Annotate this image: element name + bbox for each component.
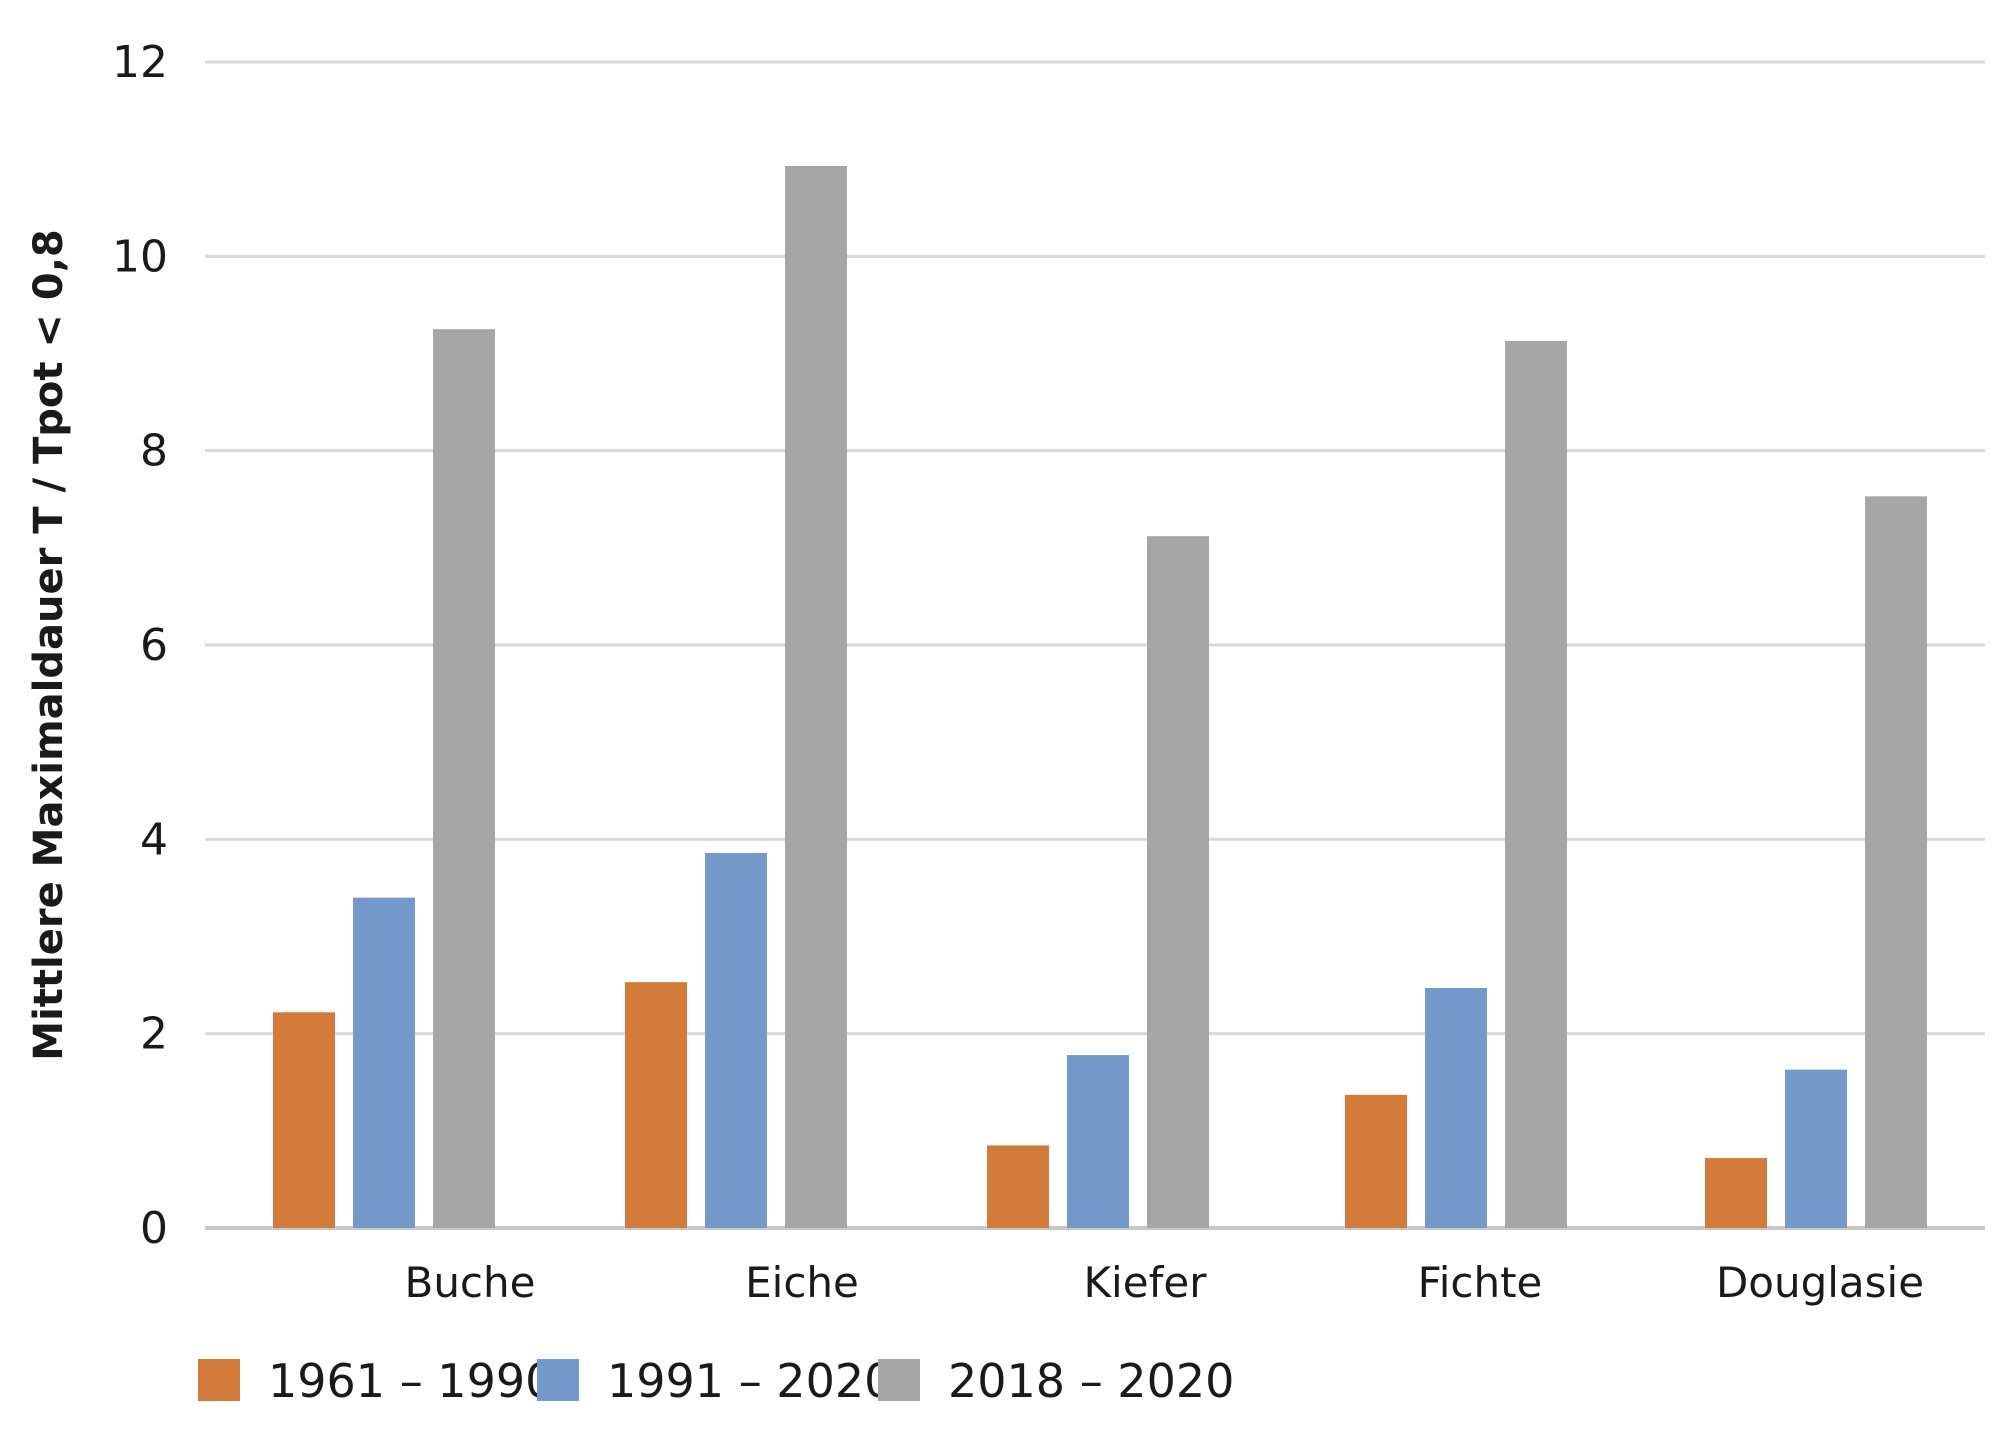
- category-label-kiefer: Kiefer: [1084, 1258, 1208, 1307]
- legend-swatch-1: [198, 1359, 240, 1401]
- legend-label-2: 1991 – 2020: [607, 1354, 893, 1408]
- bar-eiche-series-1: [625, 982, 687, 1228]
- legend-swatch-3: [878, 1359, 920, 1401]
- category-label-douglasie: Douglasie: [1716, 1258, 1924, 1307]
- bar-buche-series-1: [273, 1012, 335, 1228]
- bar-eiche-series-2: [705, 852, 767, 1228]
- y-tick-label: 8: [140, 426, 168, 477]
- gridlines: [205, 60, 1985, 1230]
- legend-swatch-2: [537, 1359, 579, 1401]
- y-tick-label: 0: [140, 1203, 168, 1254]
- legend: 1961 – 1990 1991 – 2020 2018 – 2020: [198, 1354, 1234, 1408]
- y-tick-label: 2: [140, 1009, 168, 1060]
- legend-label-3: 2018 – 2020: [948, 1354, 1234, 1408]
- bar-buche-series-3: [433, 329, 495, 1228]
- bar-kiefer-series-2: [1067, 1055, 1129, 1228]
- bar-fichte-series-3: [1505, 340, 1567, 1228]
- bar-fichte-series-2: [1425, 987, 1487, 1228]
- bar-eiche-series-3: [785, 165, 847, 1228]
- x-axis-category-labels: Buche Eiche Kiefer Fichte Douglasie: [405, 1258, 1925, 1307]
- y-axis-title: Mittlere Maximaldauer T / Tpot < 0,8: [26, 229, 72, 1060]
- bar-buche-series-2: [353, 897, 415, 1228]
- bar-douglasie-series-2: [1785, 1069, 1847, 1228]
- y-axis-tick-labels: 0 2 4 6 8 10 12: [112, 37, 168, 1254]
- bar-kiefer-series-1: [987, 1145, 1049, 1228]
- bar-douglasie-series-3: [1865, 496, 1927, 1229]
- category-label-eiche: Eiche: [745, 1258, 859, 1307]
- bars: [273, 165, 1927, 1229]
- legend-label-1: 1961 – 1990: [268, 1354, 554, 1408]
- y-tick-label: 12: [112, 37, 168, 88]
- category-label-fichte: Fichte: [1418, 1258, 1543, 1307]
- y-axis-title-group: Mittlere Maximaldauer T / Tpot < 0,8: [26, 229, 72, 1060]
- bar-fichte-series-1: [1345, 1094, 1407, 1228]
- y-tick-label: 10: [112, 231, 168, 282]
- bar-douglasie-series-1: [1705, 1158, 1767, 1228]
- bar-kiefer-series-3: [1147, 536, 1209, 1228]
- y-tick-label: 6: [140, 620, 168, 671]
- y-tick-label: 4: [140, 814, 168, 865]
- category-label-buche: Buche: [405, 1258, 536, 1307]
